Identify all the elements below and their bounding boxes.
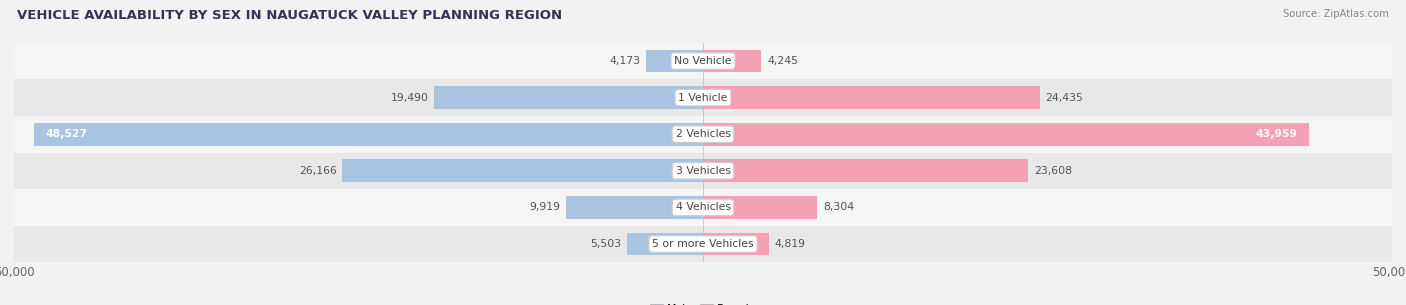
Text: 5 or more Vehicles: 5 or more Vehicles (652, 239, 754, 249)
Bar (14, 189, 1392, 226)
Bar (703, 233, 769, 255)
Bar (703, 123, 1309, 145)
Bar (14, 79, 1392, 116)
Text: No Vehicle: No Vehicle (675, 56, 731, 66)
Text: 4,245: 4,245 (768, 56, 799, 66)
Text: 4 Vehicles: 4 Vehicles (675, 203, 731, 212)
Bar (434, 86, 703, 109)
Bar (14, 116, 1392, 152)
Text: 8,304: 8,304 (823, 203, 853, 212)
Bar (703, 50, 762, 72)
Text: 4,819: 4,819 (775, 239, 806, 249)
Text: 3 Vehicles: 3 Vehicles (675, 166, 731, 176)
Text: 24,435: 24,435 (1045, 93, 1083, 102)
Bar (627, 233, 703, 255)
Legend: Male, Female: Male, Female (645, 300, 761, 305)
Text: 5,503: 5,503 (591, 239, 621, 249)
Bar (14, 226, 1392, 262)
Bar (703, 86, 1039, 109)
Text: Source: ZipAtlas.com: Source: ZipAtlas.com (1284, 9, 1389, 19)
Text: 9,919: 9,919 (530, 203, 561, 212)
Text: 1 Vehicle: 1 Vehicle (678, 93, 728, 102)
Bar (14, 152, 1392, 189)
Text: 2 Vehicles: 2 Vehicles (675, 129, 731, 139)
Text: 23,608: 23,608 (1033, 166, 1071, 176)
Bar (343, 160, 703, 182)
Bar (703, 196, 817, 219)
Text: 43,959: 43,959 (1256, 129, 1298, 139)
Bar (567, 196, 703, 219)
Text: VEHICLE AVAILABILITY BY SEX IN NAUGATUCK VALLEY PLANNING REGION: VEHICLE AVAILABILITY BY SEX IN NAUGATUCK… (17, 9, 562, 22)
Bar (703, 160, 1028, 182)
Text: 26,166: 26,166 (299, 166, 337, 176)
Bar (14, 43, 1392, 79)
Text: 48,527: 48,527 (45, 129, 87, 139)
Text: 4,173: 4,173 (609, 56, 640, 66)
Text: 19,490: 19,490 (391, 93, 429, 102)
Bar (645, 50, 703, 72)
Bar (34, 123, 703, 145)
